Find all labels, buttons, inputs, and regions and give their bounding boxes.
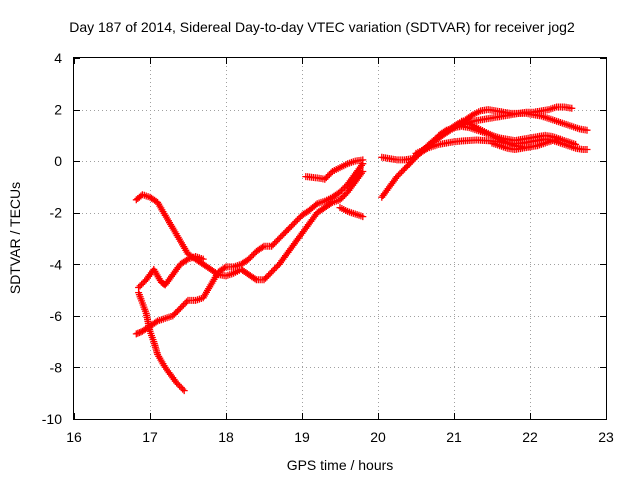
y-tick-label: -8 (50, 359, 63, 375)
data-marks (132, 103, 591, 395)
series-arc2 (132, 160, 367, 338)
y-tick-label: -10 (42, 411, 62, 427)
y-tick-label: -6 (50, 308, 63, 324)
series-arc4 (135, 289, 188, 395)
series-arc6 (336, 204, 367, 221)
x-tick-label: 22 (522, 429, 538, 445)
y-tick-label: 2 (54, 102, 62, 118)
x-tick-label: 20 (370, 429, 386, 445)
y-tick-label: 4 (54, 50, 62, 66)
y-tick-label: -2 (50, 205, 63, 221)
x-tick-label: 21 (446, 429, 462, 445)
y-tick-label: 0 (54, 153, 62, 169)
x-axis-label: GPS time / hours (287, 457, 394, 473)
series-arc5 (302, 156, 367, 183)
series-arc12 (488, 139, 534, 153)
data-points (135, 253, 207, 291)
series-arc3 (135, 253, 207, 291)
data-points (488, 139, 534, 153)
data-points (132, 160, 367, 338)
x-tick-labels: 16 17 18 19 20 21 22 23 (66, 429, 614, 445)
data-points (302, 156, 367, 183)
x-tick-label: 23 (598, 429, 614, 445)
data-points (135, 289, 188, 395)
chart-title: Day 187 of 2014, Sidereal Day-to-day VTE… (69, 19, 575, 35)
x-tick-label: 16 (66, 429, 82, 445)
plot-frame (73, 57, 607, 420)
x-tick-label: 18 (218, 429, 234, 445)
x-tick-label: 17 (142, 429, 158, 445)
series-arc1 (132, 168, 367, 284)
y-axis-label: SDTVAR / TECUs (7, 182, 23, 294)
x-tick-label: 19 (294, 429, 310, 445)
y-tick-labels: -10 -8 -6 -4 -2 0 2 4 (42, 50, 62, 427)
data-points (336, 204, 367, 221)
data-points (132, 168, 367, 284)
y-tick-label: -4 (50, 256, 63, 272)
